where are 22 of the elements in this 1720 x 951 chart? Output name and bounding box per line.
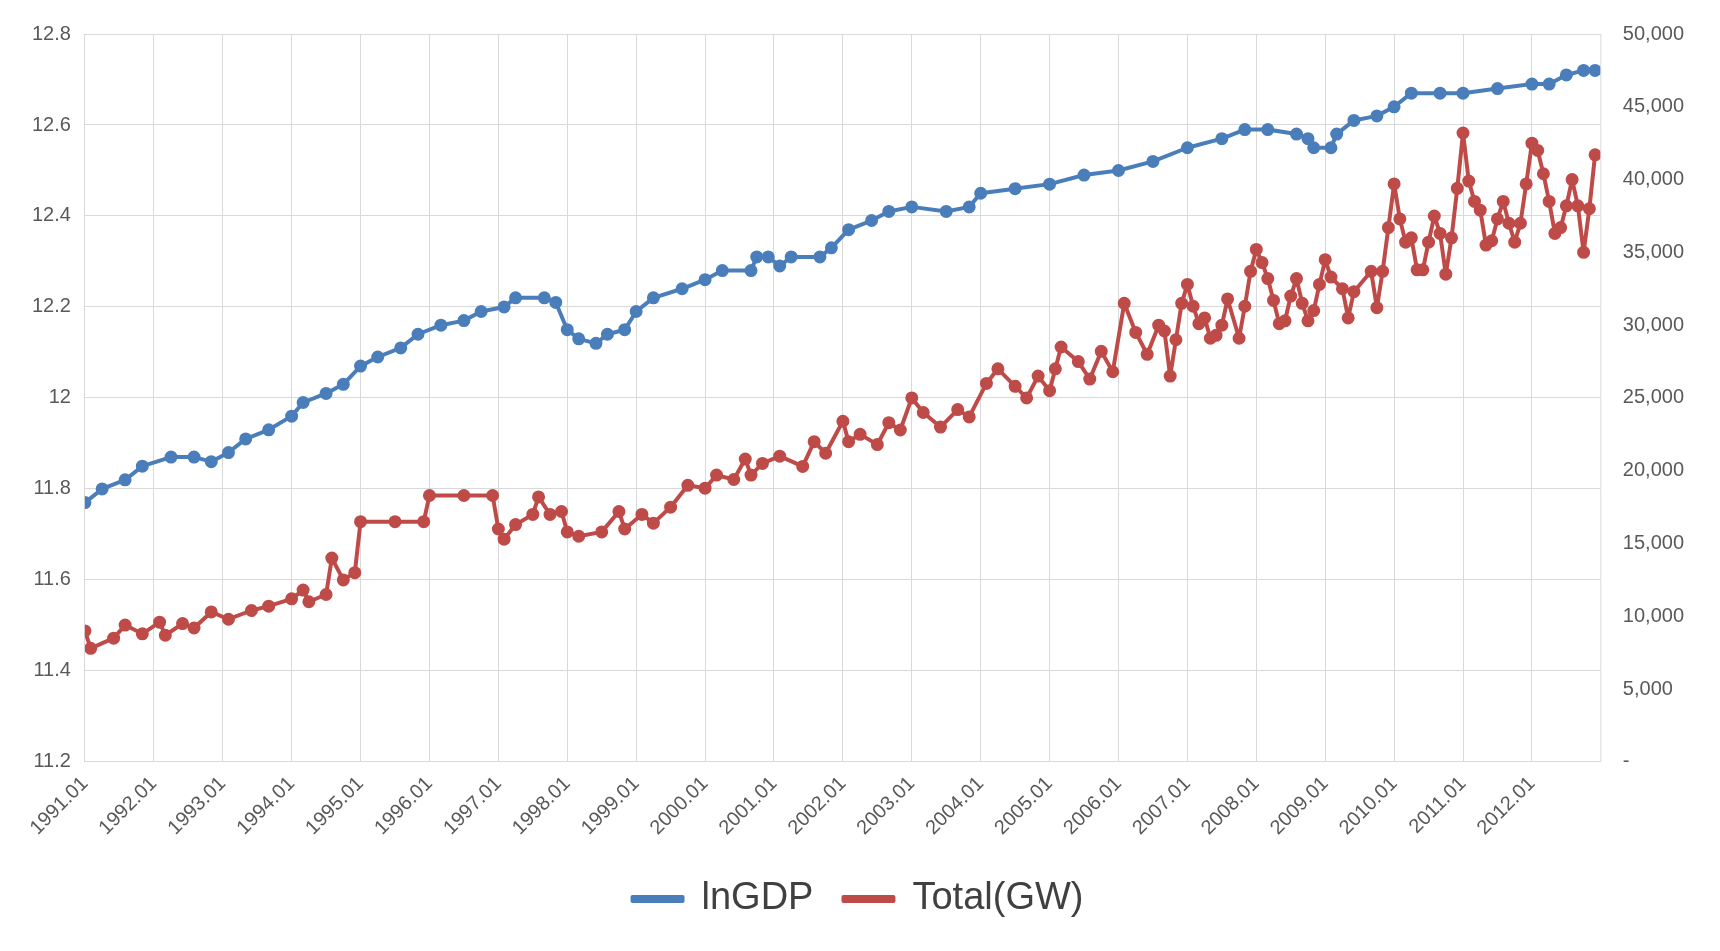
y-tick-label: 11.6 — [33, 567, 71, 590]
y-tick-label: 12.6 — [31, 112, 71, 135]
y2-tick-label: 40,000 — [1622, 167, 1684, 190]
y2-tick-label: 25,000 — [1622, 385, 1684, 408]
y2-tick-label: 45,000 — [1622, 94, 1684, 117]
y2-tick-label: 15,000 — [1622, 531, 1684, 554]
y-tick-label: 12 — [48, 385, 71, 408]
y-tick-label: 12.8 — [31, 21, 71, 44]
y-tick-label: 12.4 — [31, 203, 71, 226]
y2-tick-label: 35,000 — [1622, 239, 1684, 262]
legend-label: Total(GW) — [912, 875, 1084, 918]
y2-tick-label: 30,000 — [1622, 312, 1684, 335]
y-tick-label: 12.2 — [31, 294, 71, 317]
y-tick-label: 11.4 — [33, 658, 71, 681]
y2-tick-label: 10,000 — [1622, 603, 1684, 626]
y-tick-label: 11.8 — [33, 476, 71, 499]
y2-tick-label: - — [1622, 749, 1630, 772]
y-tick-label: 11.2 — [33, 749, 71, 772]
legend-label: lnGDP — [701, 875, 814, 918]
y2-tick-label: 5,000 — [1622, 676, 1673, 699]
y2-tick-label: 20,000 — [1622, 458, 1684, 481]
y2-tick-label: 50,000 — [1622, 21, 1684, 44]
